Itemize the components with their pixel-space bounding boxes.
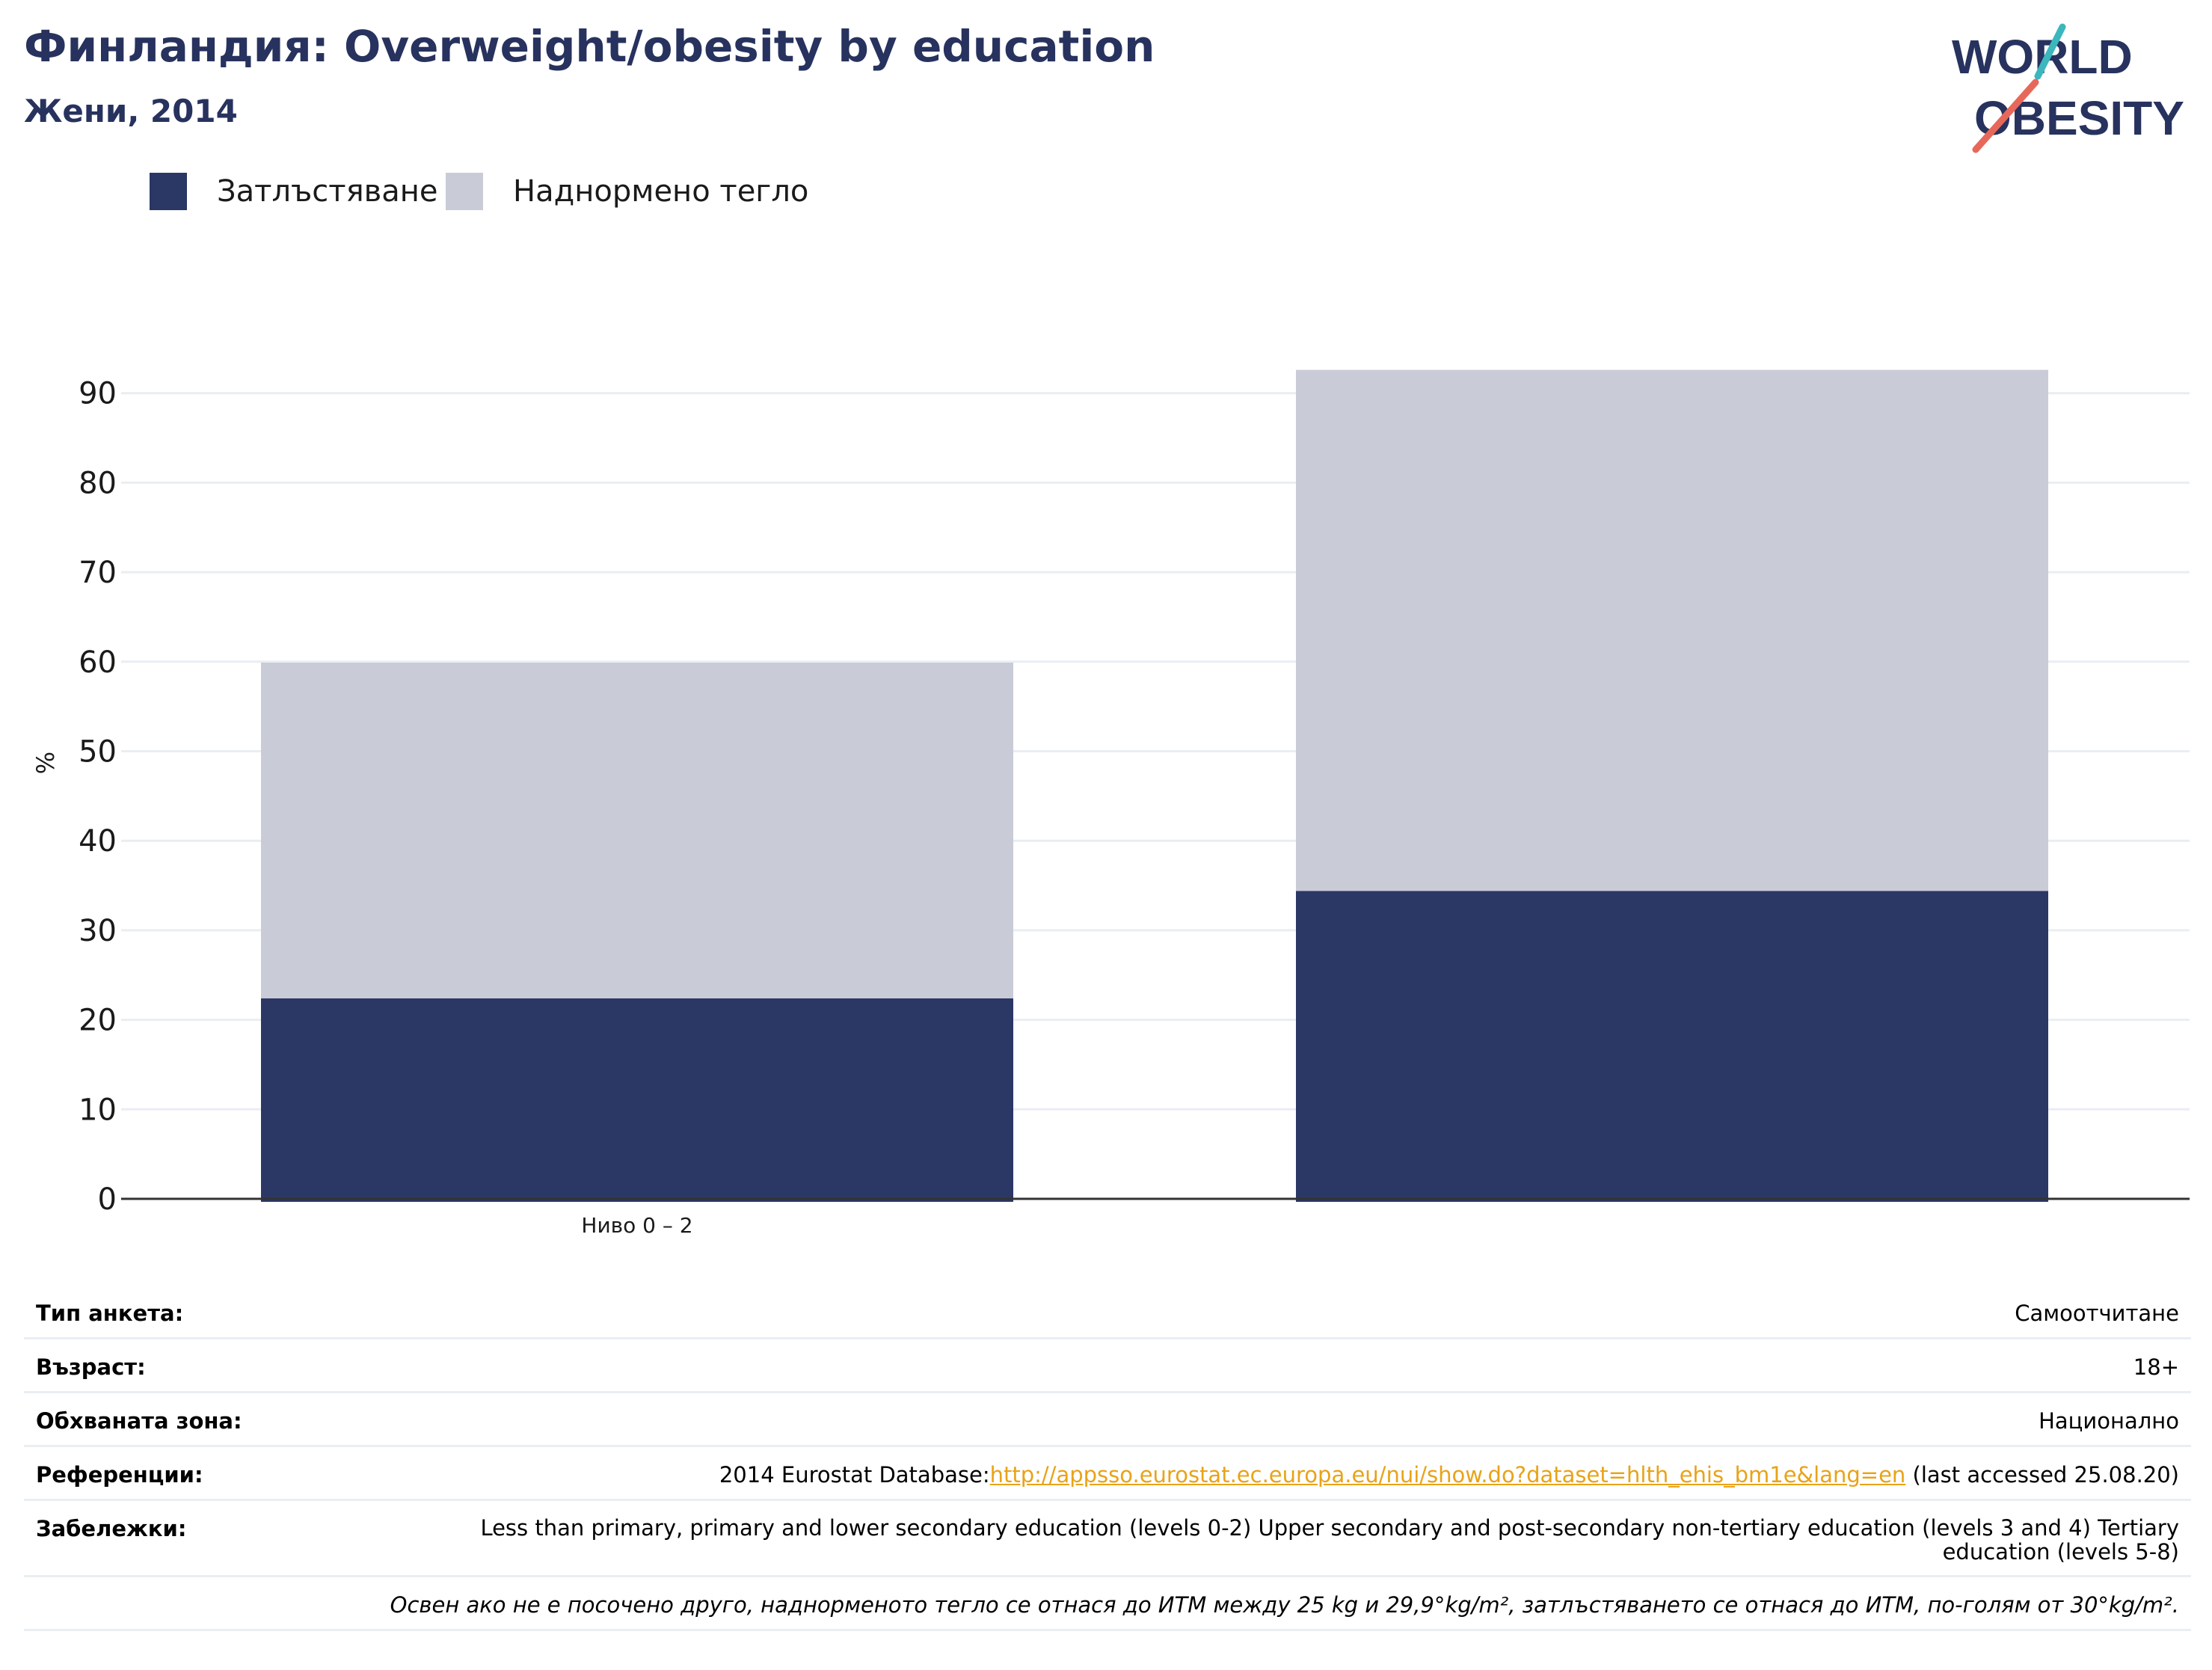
age-label: Възраст: [36,1354,146,1380]
references-link[interactable]: http://appsso.eurostat.ec.europa.eu/nui/… [989,1462,1906,1488]
legend-label-obesity: Затлъстяване [217,174,438,209]
legend-item-overweight[interactable]: Наднормено тегло [446,171,808,212]
survey-type-value: Самоотчитане [2015,1301,2179,1326]
y-tick-label-20: 20 [79,1004,117,1038]
references-prefix: 2014 Eurostat Database: [719,1462,990,1488]
info-row-area: Обхваната зона: Национално [24,1393,2191,1447]
references-value: 2014 Eurostat Database:http://appsso.eur… [719,1462,2179,1488]
area-label: Обхваната зона: [36,1408,242,1434]
age-value: 18+ [2133,1354,2179,1380]
legend-swatch-obesity [150,173,187,210]
info-row-notes: Забележки: Less than primary, primary an… [24,1501,2191,1577]
y-tick-label-30: 30 [79,914,117,948]
y-tick-label-0: 0 [98,1182,117,1217]
logo-line-2: OBESITY [1974,91,2184,145]
bar-overweight-0 [261,662,1013,998]
area-value: Национално [2039,1408,2179,1434]
y-tick-label-70: 70 [79,556,117,590]
y-tick-label-80: 80 [79,466,117,500]
y-tick-label-90: 90 [79,377,117,411]
survey-type-label: Тип анкета: [36,1301,184,1326]
y-tick-label-50: 50 [79,735,117,770]
notes-value: Less than primary, primary and lower sec… [480,1515,2179,1565]
y-tick-label-10: 10 [79,1093,117,1127]
references-suffix: (last accessed 25.08.20) [1905,1462,2180,1488]
bar-obesity-0 [261,998,1013,1202]
logo-slash-teal [2034,23,2066,80]
info-row-references: Референции: 2014 Eurostat Database:http:… [24,1447,2191,1501]
notes-label: Забележки: [36,1516,187,1541]
legend-label-overweight: Наднормено тегло [513,174,809,209]
y-tick-label-40: 40 [79,824,117,859]
references-label: Референции: [36,1462,203,1488]
chart-title: Финландия: Overweight/obesity by educati… [24,21,1155,72]
info-row-age: Възраст: 18+ [24,1339,2191,1393]
survey-info-table: Тип анкета: Самоотчитане Възраст: 18+ Об… [24,1286,2191,1631]
bar-overweight-1 [1296,369,2048,891]
x-tick-label-0: Ниво 0 – 2 [581,1213,692,1238]
legend-swatch-overweight [446,173,483,210]
info-row-survey-type: Тип анкета: Самоотчитане [24,1286,2191,1339]
chart-subtitle: Жени, 2014 [24,93,238,129]
legend-item-obesity[interactable]: Затлъстяване [150,171,438,212]
y-axis-label: % [31,752,60,774]
bar-obesity-1 [1296,891,2048,1202]
world-obesity-logo: WORLD OBESITY [1952,23,2184,153]
logo-slash-coral [1972,79,2039,153]
y-tick-label-60: 60 [79,645,117,680]
info-row-footnote: Освен ако не е посочено друго, наднормен… [24,1577,2191,1631]
stacked-bar-chart: 0 10 20 30 40 50 60 70 80 90% Ниво 0 – 2 [31,369,2190,1238]
footnote-text: Освен ако не е посочено друго, наднормен… [390,1592,2179,1618]
